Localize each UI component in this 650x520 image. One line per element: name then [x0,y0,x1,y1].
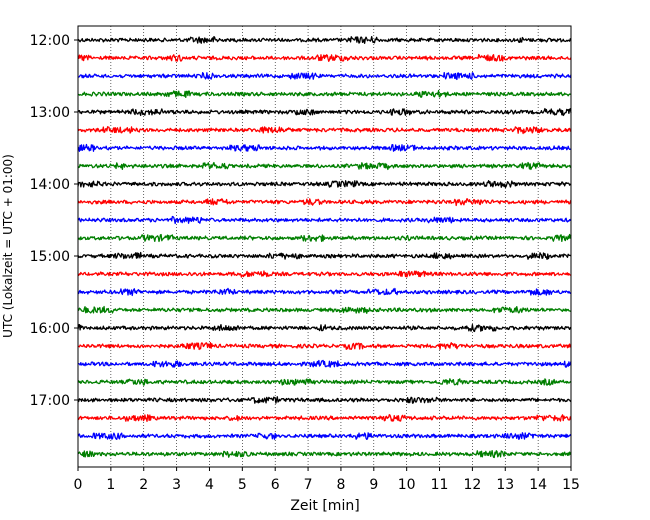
trace-row-14 [77,270,572,278]
x-tick-label-10: 10 [398,477,416,493]
trace-row-19 [77,359,572,368]
trace-row-17 [77,323,572,333]
x-tick-label-15: 15 [562,477,580,493]
y-axis-ticks: 12:00 13:00 14:00 15:00 16:00 17:00 [30,33,78,409]
trace-row-3 [77,71,572,81]
trace-row-16 [77,305,572,314]
trace-row-8 [77,161,572,171]
trace-row-5 [77,107,572,117]
x-tick-label-8: 8 [336,477,345,493]
x-tick-label-5: 5 [238,477,247,493]
trace-row-2 [77,53,572,62]
x-tick-label-6: 6 [271,477,280,493]
trace-row-4 [77,89,572,99]
x-tick-label-14: 14 [529,477,547,493]
x-tick-label-12: 12 [463,477,481,493]
x-tick-label-11: 11 [431,477,449,493]
trace-row-10 [77,198,572,207]
trace-row-18 [77,342,572,351]
trace-row-7 [77,143,572,152]
x-tick-label-1: 1 [106,477,115,493]
y-tick-label-0: 12:00 [30,33,70,49]
y-tick-label-4: 16:00 [30,321,70,337]
trace-row-20 [77,378,572,386]
trace-row-21 [77,396,572,404]
y-tick-label-3: 15:00 [30,249,70,265]
x-tick-label-9: 9 [369,477,378,493]
x-axis-label: Zeit [min] [290,498,359,514]
y-tick-label-1: 13:00 [30,105,70,121]
x-tick-label-13: 13 [496,477,514,493]
x-tick-label-0: 0 [74,477,83,493]
x-tick-label-2: 2 [139,477,148,493]
trace-row-6 [77,126,572,135]
y-tick-label-2: 14:00 [30,177,70,193]
trace-row-23 [77,432,572,441]
trace-row-15 [77,287,572,297]
x-axis-ticks: 0 1 2 3 4 5 6 7 8 9 10 11 12 13 14 15 [74,467,580,493]
trace-row-22 [77,414,572,422]
trace-row-11 [77,215,572,225]
trace-row-9 [77,180,572,189]
plot-frame [77,25,572,468]
x-tick-label-4: 4 [205,477,214,493]
trace-row-13 [77,251,572,261]
trace-row-24 [77,450,572,459]
trace-row-12 [77,233,572,243]
trace-row-1 [77,35,572,44]
x-tick-label-7: 7 [304,477,313,493]
x-tick-label-3: 3 [172,477,181,493]
y-axis-label: UTC (Lokalzeit = UTC + 01:00) [1,154,15,338]
seismogram-traces [77,35,572,459]
y-tick-label-5: 17:00 [30,393,70,409]
